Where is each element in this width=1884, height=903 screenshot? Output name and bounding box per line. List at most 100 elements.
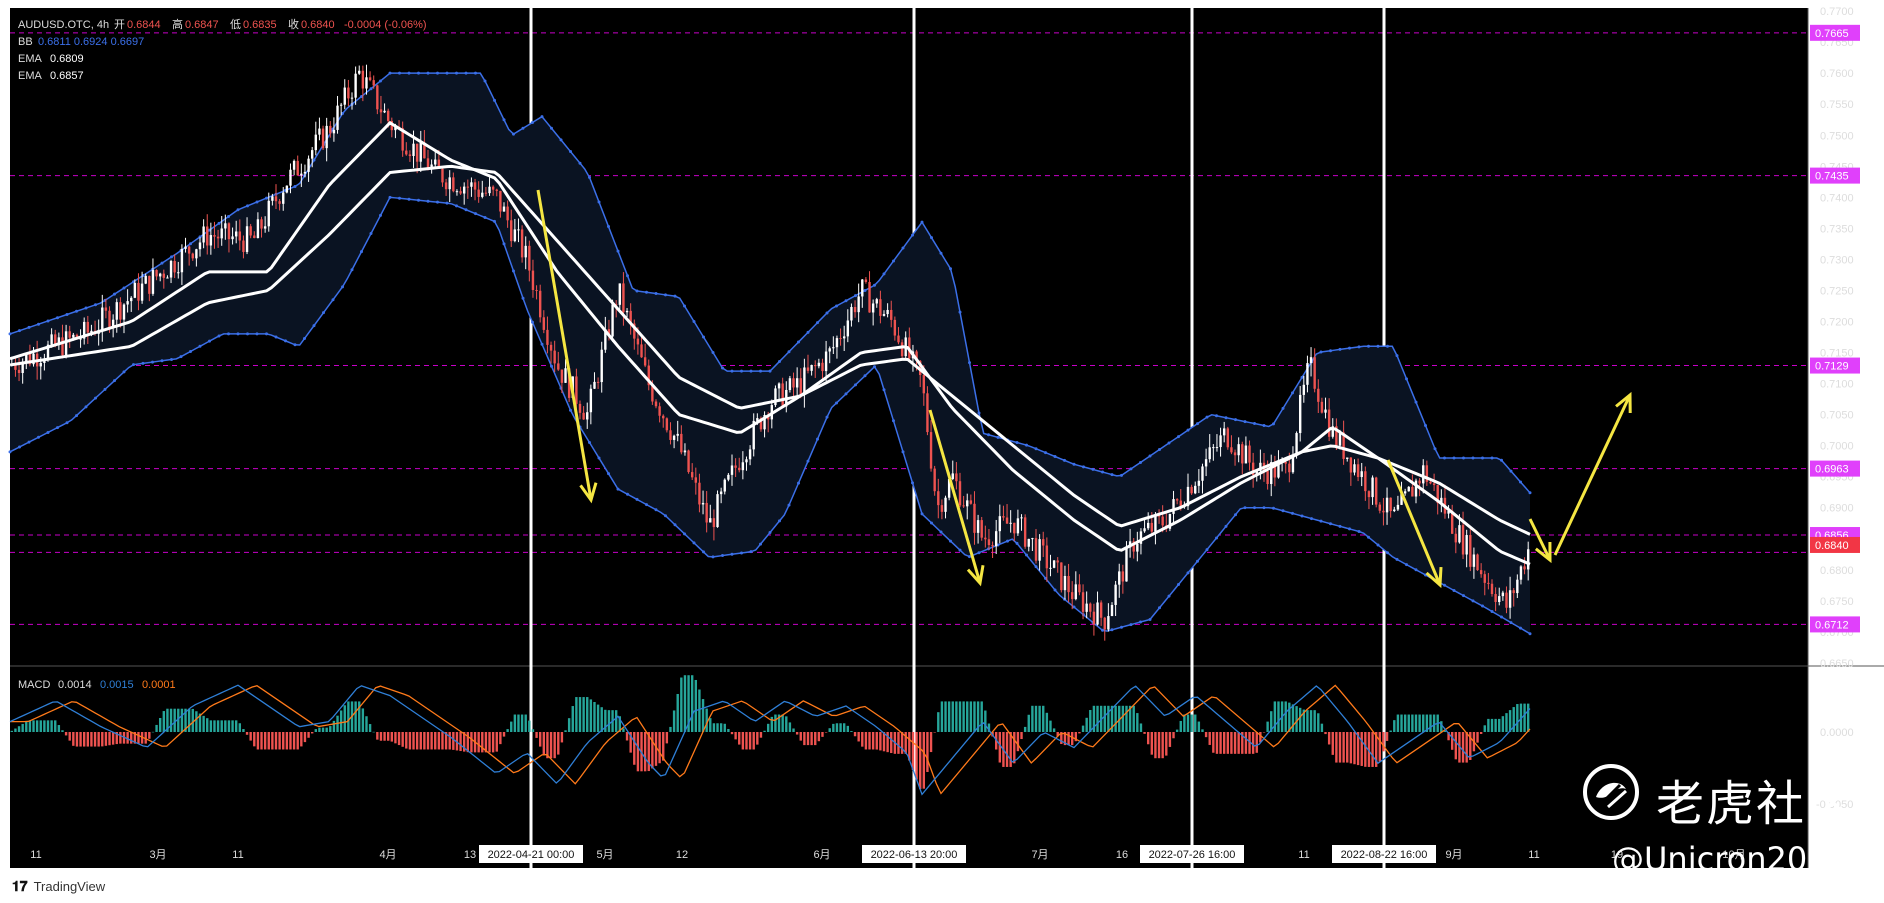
macd-hist-bar (1498, 718, 1501, 732)
price-tick: 0.7550 (1820, 99, 1854, 111)
candle-body (1465, 535, 1468, 555)
candle-body (788, 378, 792, 390)
candle-body (1085, 603, 1088, 612)
macd-hist-bar (10, 730, 14, 732)
macd-hist-bar (184, 708, 187, 732)
candle-body (423, 142, 426, 159)
candle-body (951, 473, 954, 479)
candle-body (1429, 481, 1432, 484)
macd-hist-bar (376, 732, 379, 740)
candle-body (1349, 457, 1353, 473)
candle-body (575, 376, 578, 404)
macd-hist-bar (1165, 732, 1168, 756)
candle-body (832, 347, 835, 349)
macd-hist-bar (148, 732, 151, 739)
price-tick: 0.7250 (1820, 285, 1854, 297)
macd-hist-bar (339, 710, 343, 732)
macd-hist-bar (296, 732, 299, 750)
candle-body (267, 200, 270, 227)
candle-body (499, 190, 502, 212)
candle-body (900, 342, 904, 357)
macd-hist-bar (1248, 732, 1251, 754)
price-tick: 0.7400 (1820, 192, 1854, 204)
candle-body (1277, 462, 1280, 478)
candle-body (1313, 357, 1316, 389)
candle-body (1291, 454, 1295, 473)
trend-arrowhead-1 (966, 565, 985, 587)
candle-body (242, 240, 245, 252)
candle-body (329, 125, 332, 134)
candle-body (1107, 616, 1110, 630)
candle-body (296, 160, 299, 176)
macd-hist-bar (426, 732, 430, 750)
candle-body (1320, 401, 1324, 413)
macd-hist-bar (481, 732, 484, 753)
candle-body (1237, 444, 1240, 456)
candle-body (249, 226, 252, 236)
macd-hist-bar (937, 712, 940, 732)
macd-hist-bar (890, 732, 893, 754)
candle-body (748, 449, 752, 460)
macd-hist-bar (1516, 704, 1519, 732)
macd-hist-bar (944, 701, 947, 732)
macd-value: 0.0015 (100, 679, 134, 691)
macd-hist-bar (1400, 714, 1403, 732)
price-tick: 0.6650 (1820, 658, 1854, 670)
candle-body (1143, 528, 1146, 532)
candle-body (625, 310, 629, 313)
trend-arrowhead-2 (1425, 566, 1443, 589)
macd-hist-bar (1092, 705, 1096, 732)
price-tick: 0.6750 (1820, 596, 1854, 608)
macd-hist-bar (756, 732, 759, 745)
candle-body (1331, 426, 1334, 437)
macd-hist-bar (705, 708, 708, 732)
macd-hist-bar (343, 705, 346, 732)
time-highlight-box (1140, 845, 1244, 863)
time-axis: 11 3月 11 4月 13 5月 12 6月 7月 16 11 9月 11 19 10月 2022-04-2… (30, 845, 1746, 863)
candle-body (1132, 541, 1135, 552)
candle-body (86, 321, 90, 333)
level-badge-label: 0.6712 (1815, 619, 1849, 631)
candle-body (1118, 571, 1121, 585)
macd-hist-bar (50, 720, 53, 732)
candle-body (1335, 426, 1338, 446)
macd-hist-bar (557, 732, 560, 755)
macd-hist-bar (1125, 705, 1128, 732)
macd-hist-value: 0.0014 (58, 679, 92, 691)
time-tick: 19 (1611, 849, 1623, 861)
macd-hist-bar (1136, 713, 1139, 732)
macd-hist-bar (1118, 705, 1121, 732)
candle-body (289, 169, 292, 186)
candle-body (173, 260, 176, 273)
macd-hist-bar (46, 720, 50, 732)
macd-hist-bar (1284, 701, 1287, 732)
candle-body (1172, 499, 1175, 514)
macd-hist-bar (622, 728, 625, 732)
candle-body (256, 219, 260, 239)
candle-body (455, 191, 459, 193)
candle-body (1078, 584, 1081, 593)
candle-body (227, 223, 231, 240)
time-highlight-label: 2022-07-26 16:00 (1149, 849, 1236, 861)
close-value: 0.6840 (301, 19, 335, 31)
macd-hist-bar (459, 732, 462, 752)
candle-body (683, 450, 687, 453)
candle-body (1447, 510, 1450, 514)
candle-body (669, 430, 672, 440)
candle-body (1356, 464, 1360, 478)
macd-hist-bar (1226, 732, 1230, 754)
candle-body (586, 412, 589, 420)
macd-hist-bar (220, 720, 223, 732)
macd-hist-bar (538, 732, 542, 747)
candle-body (929, 432, 933, 469)
macd-hist-bar (292, 732, 296, 750)
candle-body (386, 110, 390, 121)
candle-body (958, 481, 962, 506)
trend-arrow-1 (928, 409, 982, 584)
candle-body (557, 363, 560, 370)
macd-hist-bar (567, 718, 571, 732)
candle-body (672, 435, 676, 440)
macd-hist-bar (1298, 707, 1302, 732)
candle-body (803, 367, 806, 395)
candle-body (148, 275, 151, 294)
